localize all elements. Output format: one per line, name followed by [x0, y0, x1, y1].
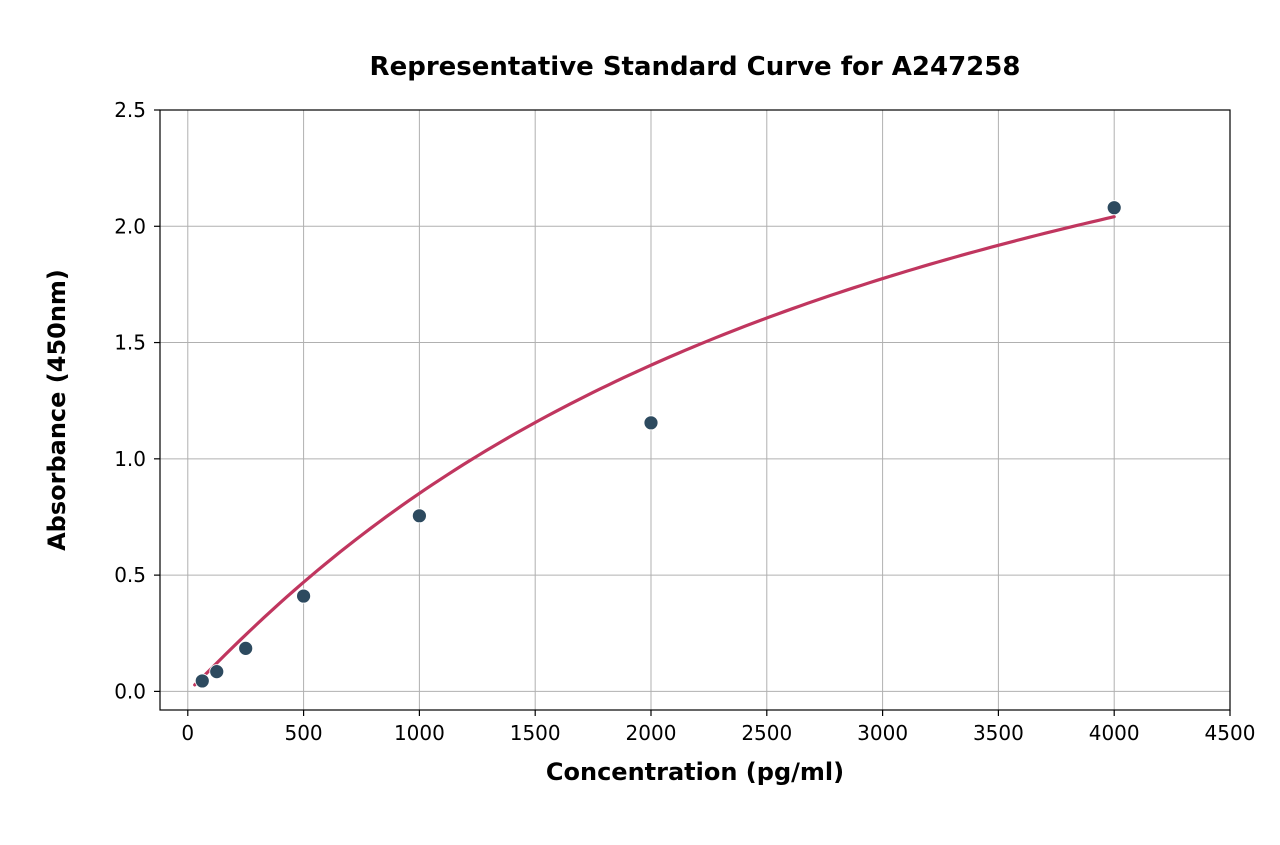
data-point [210, 665, 224, 679]
xtick-label: 2500 [741, 721, 792, 745]
ytick-label: 2.5 [114, 98, 146, 122]
data-point [412, 509, 426, 523]
ytick-label: 1.5 [114, 331, 146, 355]
xtick-label: 0 [181, 721, 194, 745]
ytick-label: 0.0 [114, 679, 146, 703]
y-axis-label: Absorbance (450nm) [43, 269, 71, 551]
ytick-label: 1.0 [114, 447, 146, 471]
chart-container: 0 500 1000 1500 2000 2500 3000 3500 4000 4500 0.0 0… [0, 0, 1280, 845]
xtick-label: 3500 [973, 721, 1024, 745]
data-point [297, 589, 311, 603]
xtick-label: 4000 [1089, 721, 1140, 745]
data-point [644, 416, 658, 430]
xtick-label: 500 [284, 721, 322, 745]
xtick-label: 2000 [626, 721, 677, 745]
standard-curve-chart: 0 500 1000 1500 2000 2500 3000 3500 4000 4500 0.0 0… [0, 0, 1280, 845]
chart-background [0, 0, 1280, 845]
x-axis-label: Concentration (pg/ml) [546, 758, 844, 786]
xtick-label: 1000 [394, 721, 445, 745]
xtick-label: 3000 [857, 721, 908, 745]
chart-title: Representative Standard Curve for A24725… [370, 52, 1021, 82]
data-point [1107, 201, 1121, 215]
data-point [239, 641, 253, 655]
ytick-label: 0.5 [114, 563, 146, 587]
xtick-label: 1500 [510, 721, 561, 745]
data-point [195, 674, 209, 688]
xtick-label: 4500 [1205, 721, 1256, 745]
ytick-label: 2.0 [114, 214, 146, 238]
